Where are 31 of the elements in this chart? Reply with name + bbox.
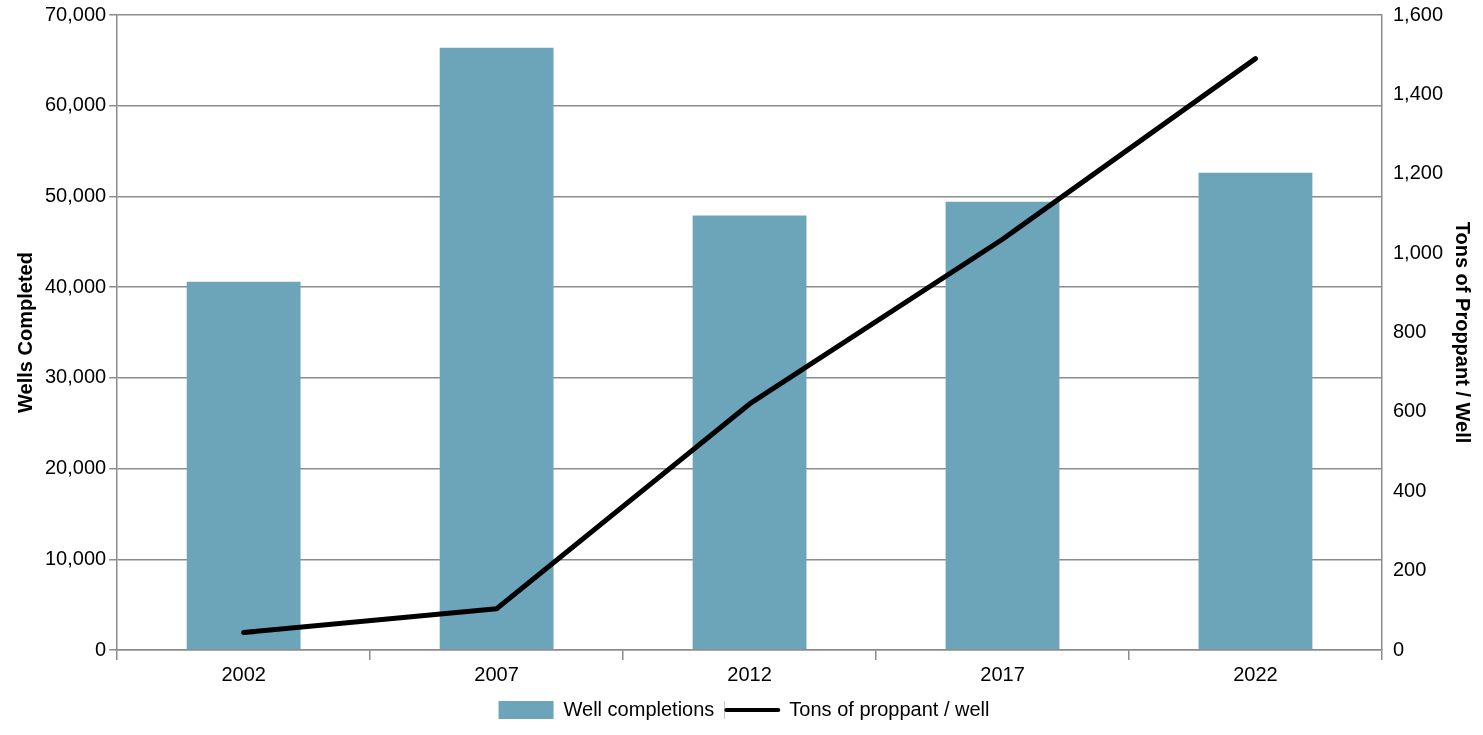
y2-tick-label: 200 (1392, 558, 1427, 581)
y-tick-label: 60,000 (45, 93, 107, 116)
legend-label: Well completions (563, 697, 715, 720)
x-tick-label: 2012 (727, 662, 772, 685)
legend-label: Tons of proppant / well (789, 697, 990, 720)
bar (186, 281, 301, 650)
y-tick-label: 40,000 (45, 274, 107, 297)
y2-axis-title: Tons of Proppant / Well (1452, 221, 1475, 444)
y-axis-title: Wells Completed (13, 252, 36, 413)
y2-tick-label: 800 (1392, 320, 1427, 343)
y-tick-label: 10,000 (45, 546, 107, 569)
bar (945, 201, 1060, 650)
y2-tick-label: 1,600 (1392, 2, 1444, 25)
x-tick-label: 2002 (221, 662, 266, 685)
y2-tick-label: 400 (1392, 478, 1427, 501)
x-tick-label: 2007 (474, 662, 519, 685)
x-tick-label: 2017 (980, 662, 1025, 685)
x-tick-label: 2022 (1233, 662, 1278, 685)
bar (692, 215, 807, 650)
y-tick-label: 20,000 (45, 456, 107, 479)
y-tick-label: 70,000 (45, 2, 107, 25)
y-tick-label: 50,000 (45, 183, 107, 206)
y-tick-label: 30,000 (45, 365, 107, 388)
y2-tick-label: 600 (1392, 399, 1427, 422)
y2-tick-label: 0 (1392, 637, 1405, 660)
y2-tick-label: 1,000 (1392, 240, 1444, 263)
y2-tick-label: 1,200 (1392, 161, 1444, 184)
y-tick-label: 0 (95, 637, 107, 660)
y2-tick-label: 1,400 (1392, 81, 1444, 104)
bar (439, 47, 554, 650)
bar (1198, 172, 1313, 650)
